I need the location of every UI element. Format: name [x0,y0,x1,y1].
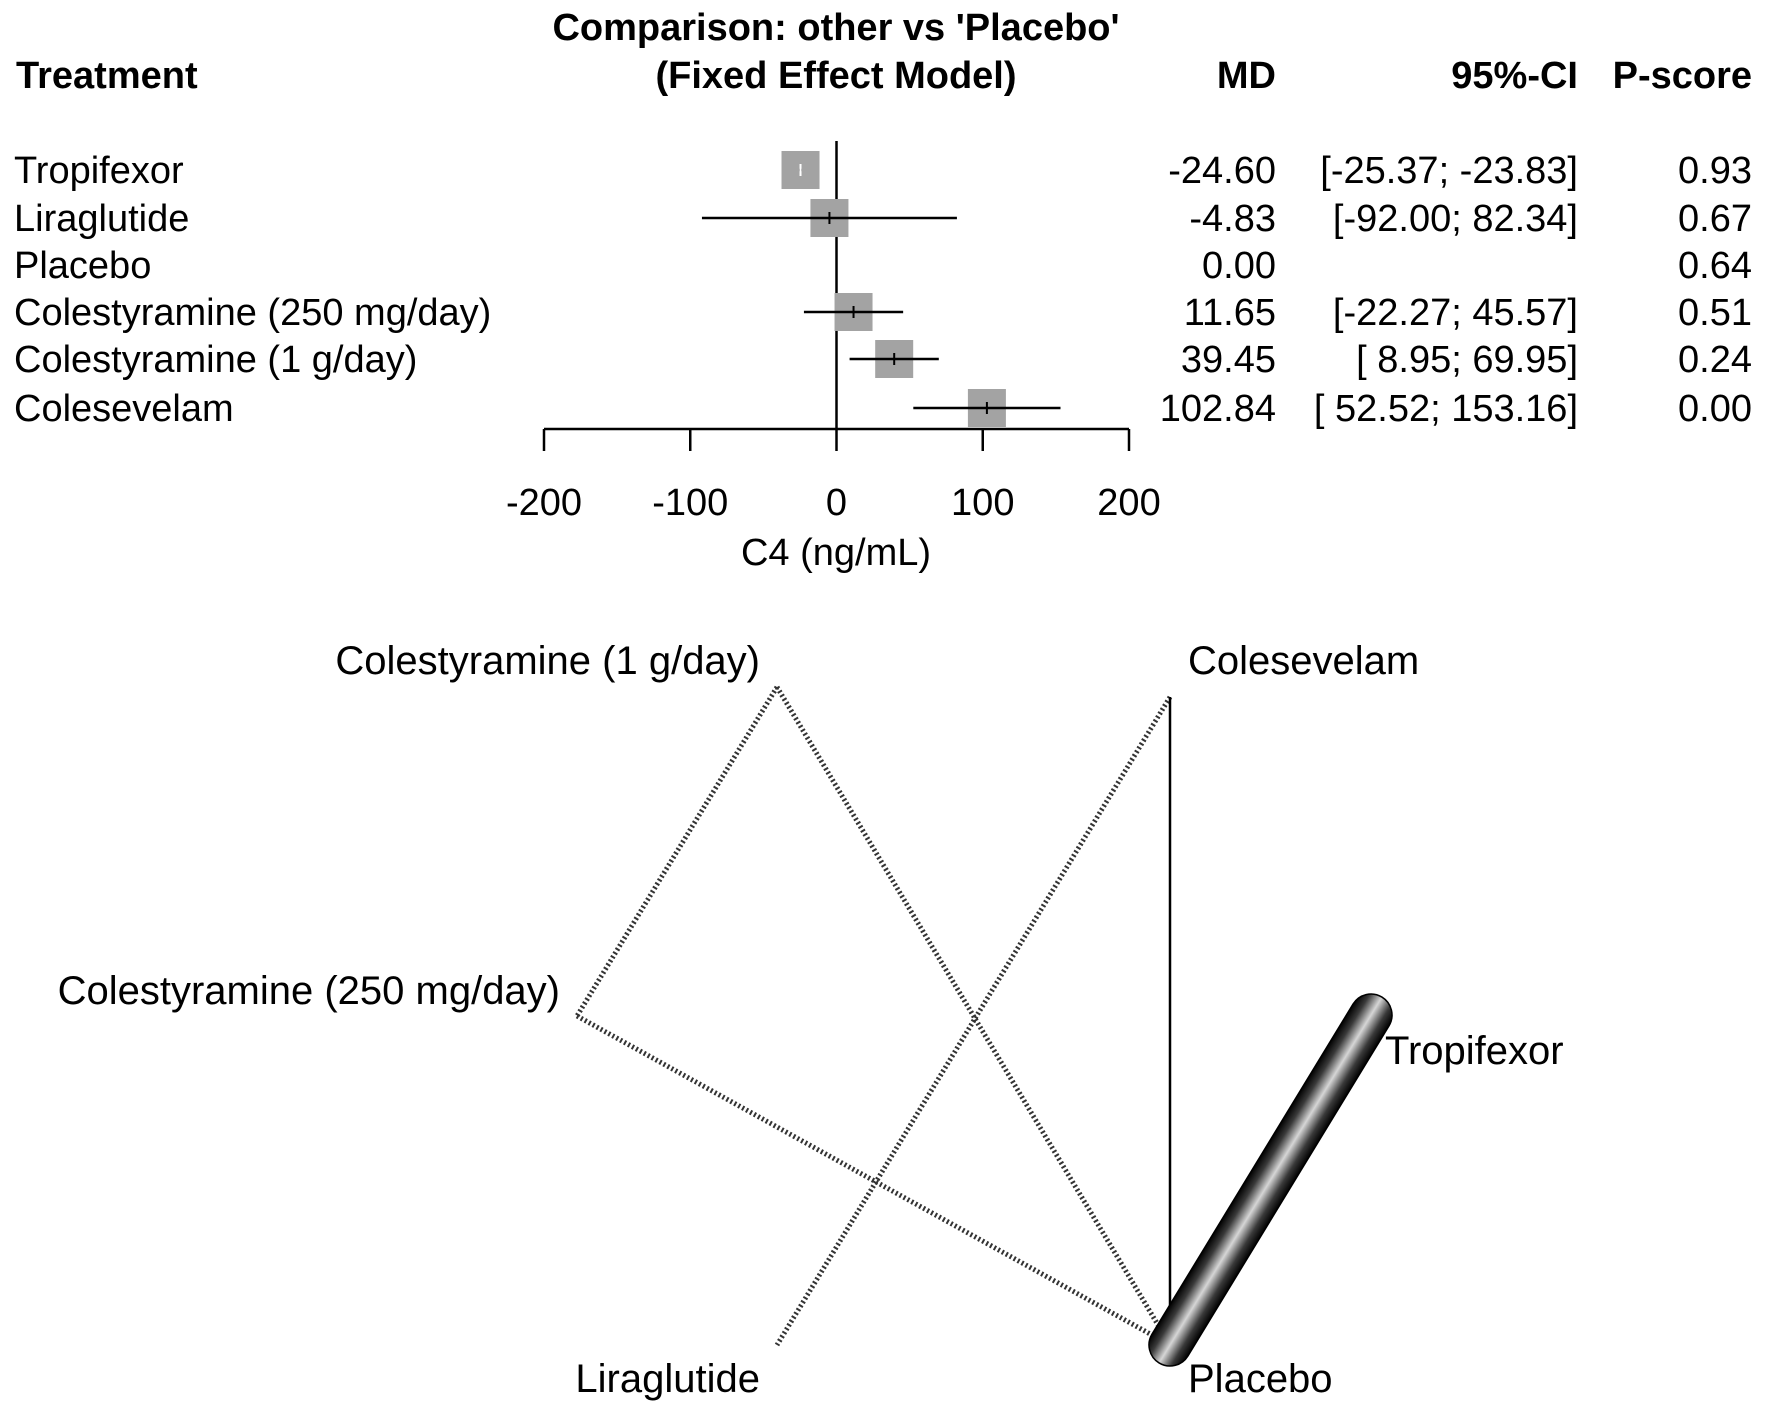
x-tick-label: -100 [652,482,728,524]
ci-value: [ 52.52; 153.16] [1314,388,1578,430]
network-plot: Colestyramine (1 g/day) Colesevelam Colest… [58,639,1564,1401]
network-edge [575,1013,1172,1348]
forest-row: Colestyramine (1 g/day) 39.45 [ 8.95; 69.9… [14,339,1752,381]
header-pscore: P-score [1613,55,1752,97]
forest-row: Placebo 0.00 0.64 [14,245,1752,287]
forest-title: Comparison: other vs 'Placebo' [552,7,1119,49]
treatment-label: Colestyramine (250 mg/day) [14,292,491,334]
treatment-label: Colestyramine (1 g/day) [14,339,417,381]
forest-subtitle: (Fixed Effect Model) [655,55,1016,97]
forest-x-axis: -200 -100 0 100 200 [506,427,1161,524]
forest-row: Colestyramine (250 mg/day) 11.65 [-22.27; … [14,292,1752,334]
network-edge-thick [1148,993,1393,1367]
network-edge [574,685,780,1018]
md-value: -4.83 [1189,198,1276,240]
ci-value: [-22.27; 45.57] [1333,292,1578,334]
pscore-value: 0.00 [1678,388,1752,430]
header-ci: 95%-CI [1451,55,1578,97]
ci-value: [-92.00; 82.34] [1333,198,1578,240]
pscore-value: 0.51 [1678,292,1752,334]
ci-value: [ 8.95; 69.95] [1356,339,1578,381]
x-tick-label: 100 [951,482,1014,524]
pscore-value: 0.24 [1678,339,1752,381]
network-node-label: Colestyramine (1 g/day) [335,639,760,683]
network-edge [774,695,1173,1347]
forest-x-axis-label: C4 (ng/mL) [741,532,931,574]
x-tick-label: 200 [1097,482,1160,524]
network-node-label: Tropifexor [1385,1029,1564,1073]
network-node-label: Placebo [1188,1357,1333,1401]
header-md: MD [1217,55,1276,97]
treatment-label: Liraglutide [14,198,189,240]
md-value: 0.00 [1202,245,1276,287]
md-value: 39.45 [1181,339,1276,381]
treatment-label: Placebo [14,245,151,287]
md-value: 102.84 [1160,388,1276,430]
forest-row: Tropifexor -24.60 [-25.37; -23.83] 0.93 [14,150,1752,192]
forest-row: Liraglutide -4.83 [-92.00; 82.34] 0.67 [14,198,1752,240]
forest-plot: Comparison: other vs 'Placebo' (Fixed Ef… [14,7,1752,574]
x-tick-label: -200 [506,482,582,524]
network-node-label: Colesevelam [1188,639,1419,683]
header-treatment: Treatment [16,55,198,97]
forest-rows: Tropifexor -24.60 [-25.37; -23.83] 0.93 Lira… [14,150,1752,430]
pscore-value: 0.67 [1678,198,1752,240]
network-node-label: Liraglutide [575,1357,760,1401]
network-node-label: Colestyramine (250 mg/day) [58,969,560,1013]
md-value: 11.65 [1184,292,1276,334]
md-value: -24.60 [1168,150,1276,192]
network-edge [774,685,1173,1347]
pscore-value: 0.64 [1678,245,1752,287]
pscore-value: 0.93 [1678,150,1752,192]
x-tick-label: 0 [826,482,847,524]
treatment-label: Colesevelam [14,388,234,430]
forest-row: Colesevelam 102.84 [ 52.52; 153.16] 0.00 [14,388,1752,430]
treatment-label: Tropifexor [14,150,184,192]
ci-value: [-25.37; -23.83] [1320,150,1578,192]
